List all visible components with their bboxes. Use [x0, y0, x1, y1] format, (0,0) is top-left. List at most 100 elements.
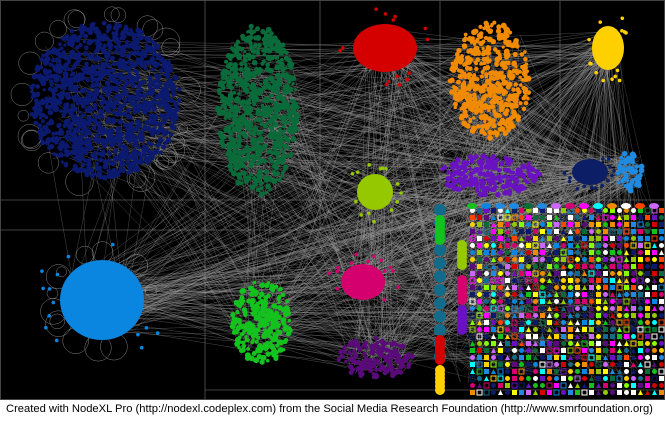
- node: [621, 150, 628, 157]
- node: [502, 79, 509, 86]
- node: [511, 87, 516, 92]
- isolate-node: [532, 242, 539, 249]
- node: [216, 110, 222, 116]
- isolate-node: [477, 215, 482, 220]
- isolate-node: [610, 299, 615, 304]
- node: [93, 38, 99, 43]
- edge: [399, 58, 500, 352]
- node: [160, 99, 167, 106]
- node: [164, 72, 169, 77]
- node: [450, 161, 454, 166]
- node: [83, 33, 89, 39]
- node: [252, 99, 257, 104]
- node: [111, 99, 118, 106]
- node: [395, 182, 400, 186]
- isolate-node: [470, 229, 475, 234]
- node: [136, 75, 141, 80]
- node: [478, 24, 483, 30]
- isolate-node: [498, 229, 503, 234]
- node: [634, 164, 639, 169]
- isolate-node: [638, 271, 643, 276]
- node: [474, 66, 479, 72]
- node: [246, 338, 250, 342]
- node: [110, 73, 114, 77]
- isolate-node: [554, 285, 559, 290]
- node: [393, 14, 397, 19]
- isolate-node: [575, 264, 580, 269]
- node: [171, 87, 176, 92]
- node: [255, 26, 260, 32]
- node: [123, 148, 130, 155]
- node: [151, 113, 156, 118]
- node: [36, 91, 41, 96]
- node: [278, 136, 284, 142]
- node: [280, 66, 286, 72]
- node: [167, 60, 171, 64]
- node: [262, 159, 268, 164]
- node: [128, 97, 133, 102]
- isolate-node: [589, 306, 594, 311]
- node: [259, 345, 264, 349]
- node: [97, 151, 102, 156]
- isolate-node: [554, 229, 559, 234]
- node: [473, 182, 480, 188]
- node: [406, 354, 411, 360]
- node: [501, 174, 506, 179]
- isolate-node: [498, 208, 503, 213]
- node: [84, 137, 90, 143]
- node: [513, 82, 519, 87]
- edge: [107, 215, 495, 299]
- node: [63, 43, 67, 47]
- node: [117, 64, 123, 70]
- node: [367, 211, 371, 216]
- node: [388, 350, 394, 356]
- node: [48, 62, 53, 67]
- node: [483, 119, 487, 124]
- isolate-node: [637, 221, 644, 228]
- node: [158, 122, 164, 127]
- edge: [497, 58, 608, 225]
- node: [229, 323, 236, 330]
- node: [496, 101, 501, 105]
- node: [359, 213, 363, 217]
- node: [234, 51, 239, 56]
- node: [61, 140, 65, 145]
- node: [77, 167, 83, 173]
- node: [276, 96, 281, 101]
- isolate-node: [484, 243, 489, 248]
- node: [57, 145, 62, 150]
- node: [104, 35, 110, 41]
- node: [88, 145, 94, 151]
- node: [462, 43, 466, 48]
- isolate-node: [554, 257, 559, 262]
- node: [342, 349, 348, 354]
- node: [249, 297, 256, 304]
- node: [87, 53, 91, 58]
- node: [520, 163, 527, 170]
- node: [505, 160, 512, 167]
- node: [68, 85, 75, 92]
- isolate-node: [561, 292, 566, 297]
- node: [135, 119, 140, 124]
- isolate-node: [624, 215, 629, 220]
- isolate-node: [484, 306, 489, 311]
- node: [48, 119, 55, 126]
- node: [118, 103, 124, 110]
- isolate-node: [554, 306, 559, 311]
- isolate-node: [645, 236, 650, 241]
- isolate-node: [631, 264, 636, 269]
- node: [490, 154, 495, 159]
- edge: [81, 37, 483, 293]
- isolate-node: [631, 299, 636, 304]
- isolate-node: [505, 222, 510, 227]
- node: [134, 159, 140, 165]
- node: [389, 341, 395, 348]
- isolate-node: [645, 257, 650, 262]
- node: [434, 297, 446, 310]
- node: [95, 81, 101, 87]
- isolate-node: [554, 222, 559, 227]
- edge: [288, 59, 491, 163]
- isolate-node: [617, 292, 622, 297]
- node: [468, 119, 473, 124]
- node: [352, 344, 357, 349]
